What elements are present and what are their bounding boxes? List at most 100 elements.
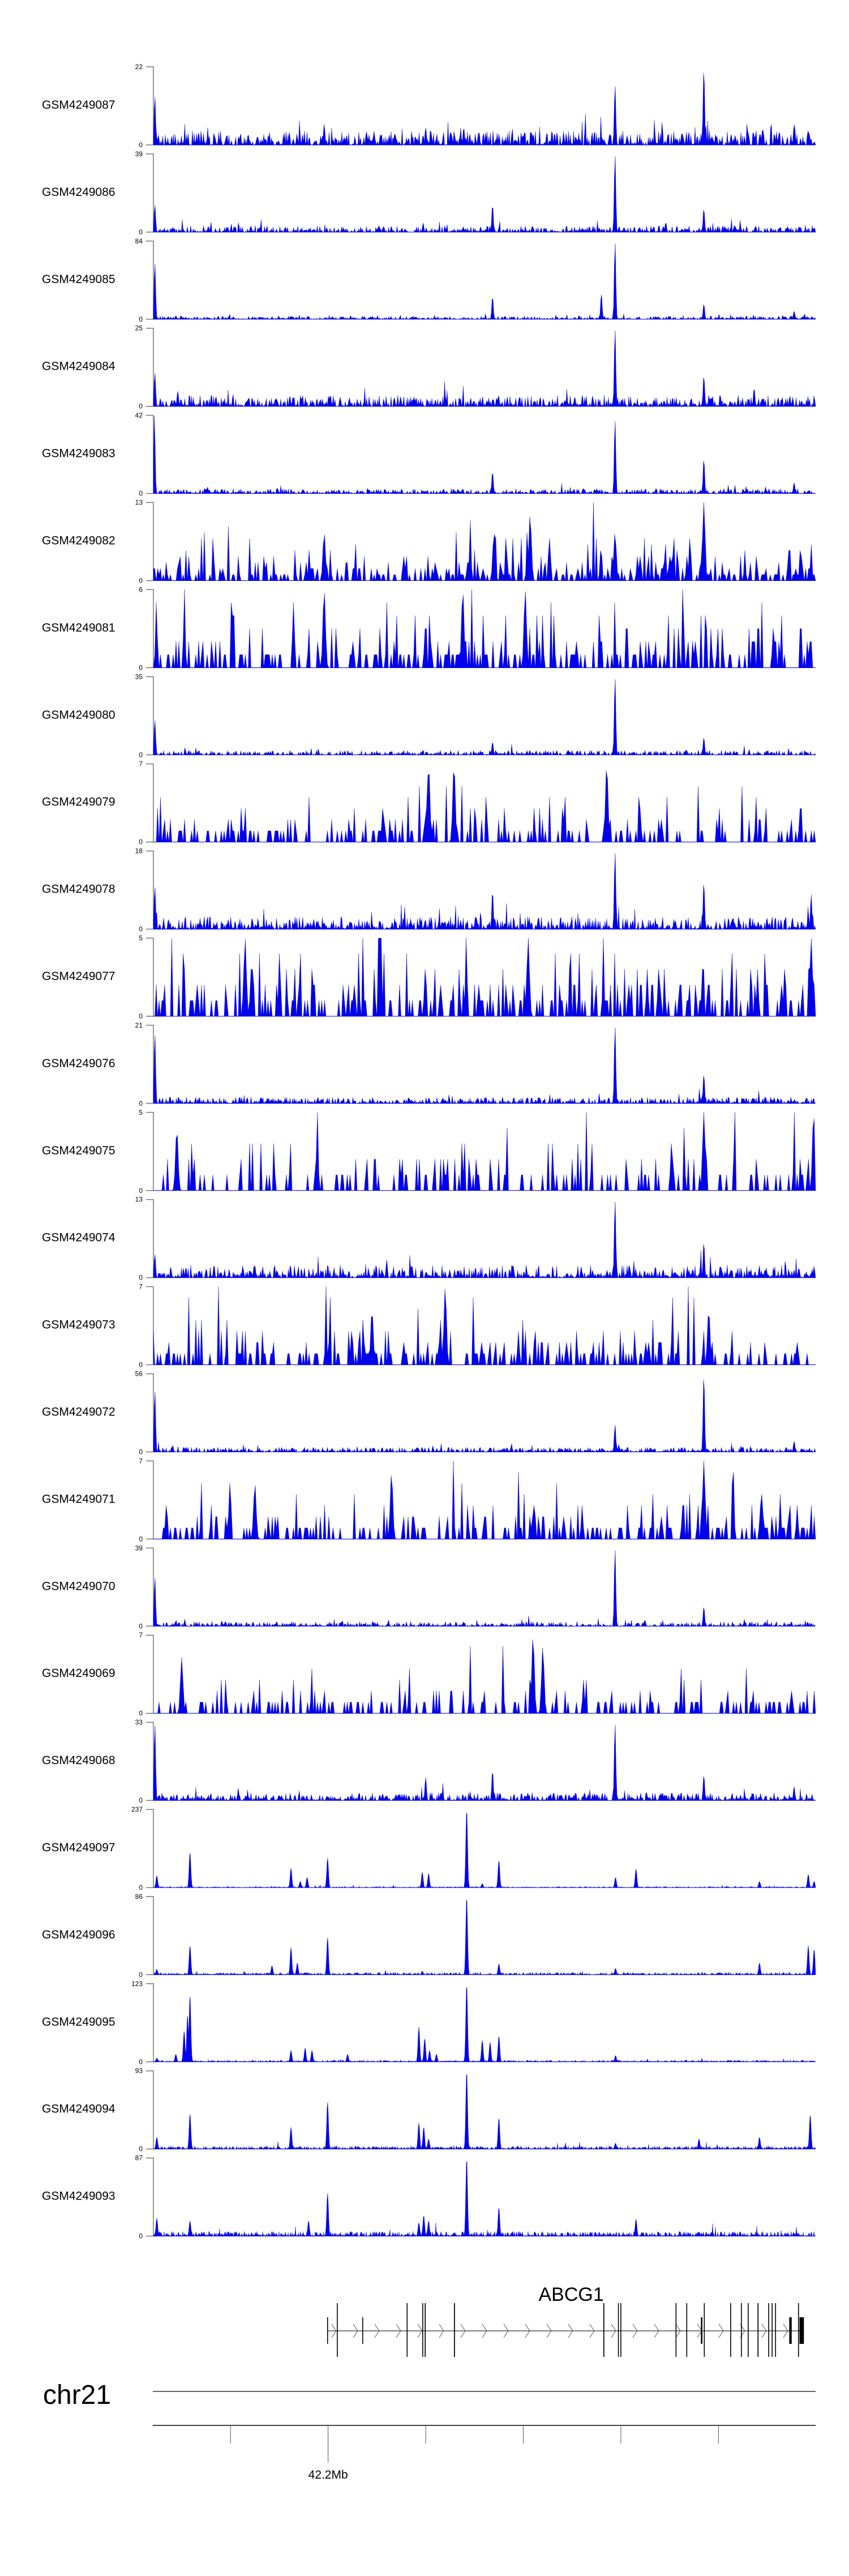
signal-track: GSM4249080 35 0: [42, 673, 816, 759]
y-max-tick-label: 25: [135, 324, 143, 332]
track-label: GSM4249073: [42, 1319, 115, 1332]
y-min-tick-label: 0: [139, 141, 143, 149]
exon: [741, 2303, 742, 2357]
y-max-tick-label: 86: [135, 1893, 143, 1901]
strand-arrow-icon: [589, 2323, 595, 2338]
signal-area: [153, 1812, 816, 1888]
signal-track: GSM4249069 7 0: [42, 1631, 816, 1717]
exon: [757, 2303, 759, 2357]
axis-tick-label: 42.2Mb: [308, 2468, 348, 2481]
exon: [337, 2303, 338, 2357]
track-label: GSM4249093: [42, 2190, 115, 2203]
signal-track: GSM4249076 21 0: [42, 1021, 816, 1107]
y-axis: [146, 850, 154, 930]
y-min-tick-label: 0: [139, 490, 143, 498]
y-max-tick-label: 33: [135, 1718, 143, 1726]
strand-arrow-icon: [482, 2323, 487, 2338]
y-min-tick-label: 0: [139, 228, 143, 236]
signal-area: [153, 1550, 816, 1627]
y-min-tick-label: 0: [139, 2058, 143, 2066]
signal-area: [153, 72, 816, 146]
exon: [620, 2303, 621, 2357]
exon: [424, 2303, 426, 2357]
signal-track: GSM4249079 7 0: [42, 760, 816, 846]
y-max-tick-label: 7: [139, 1457, 143, 1465]
exon: [730, 2303, 731, 2357]
strand-arrow-icon: [568, 2323, 573, 2338]
y-min-tick-label: 0: [139, 1709, 143, 1717]
signal-track: GSM4249073 7 0: [42, 1283, 816, 1369]
signal-area: [153, 243, 816, 320]
track-label: GSM4249077: [42, 970, 115, 983]
signal-track: GSM4249078 18 0: [42, 847, 816, 933]
y-min-tick-label: 0: [139, 1012, 143, 1020]
y-axis: [146, 414, 154, 494]
signal-track: GSM4249096 86 0: [42, 1893, 816, 1979]
signal-track: GSM4249095 123 0: [42, 1980, 816, 2066]
y-min-tick-label: 0: [139, 838, 143, 846]
y-axis: [146, 1112, 154, 1191]
y-axis: [146, 938, 154, 1017]
exon: [686, 2303, 688, 2357]
y-min-tick-label: 0: [139, 1274, 143, 1282]
signal-track: GSM4249086 39 0: [42, 150, 816, 236]
y-axis: [146, 1547, 154, 1627]
signal-area: [153, 1380, 816, 1453]
exon: [603, 2303, 604, 2357]
signal-track: GSM4249070 39 0: [42, 1544, 816, 1630]
signal-track: GSM4249074 13 0: [42, 1196, 816, 1282]
y-min-tick-label: 0: [139, 2145, 143, 2153]
strand-arrow-icon: [374, 2323, 380, 2338]
gene-label[interactable]: ABCG1: [538, 2284, 603, 2305]
strand-arrow-icon: [525, 2323, 530, 2338]
signal-area: [153, 938, 816, 1017]
track-label: GSM4249086: [42, 186, 115, 199]
exon: [327, 2317, 328, 2344]
exon: [799, 2317, 804, 2344]
exon: [789, 2317, 792, 2344]
strand-arrow-icon: [503, 2323, 509, 2338]
y-max-tick-label: 7: [139, 760, 143, 768]
track-label: GSM4249095: [42, 2016, 115, 2029]
track-label: GSM4249070: [42, 1580, 115, 1593]
y-axis: [146, 1722, 154, 1801]
track-label: GSM4249097: [42, 1841, 115, 1854]
y-min-tick-label: 0: [139, 664, 143, 671]
track-label: GSM4249072: [42, 1406, 115, 1419]
y-min-tick-label: 0: [139, 403, 143, 410]
gene-track: ABCG1: [327, 2284, 804, 2357]
strand-arrow-icon: [546, 2323, 552, 2338]
track-label: GSM4249081: [42, 621, 115, 634]
y-min-tick-label: 0: [139, 1448, 143, 1456]
y-axis: [146, 1373, 154, 1453]
track-label: GSM4249069: [42, 1667, 115, 1680]
exon: [768, 2303, 769, 2357]
track-label: GSM4249068: [42, 1754, 115, 1767]
y-max-tick-label: 21: [135, 1021, 143, 1029]
exon: [454, 2303, 455, 2357]
signal-area: [153, 1899, 816, 1975]
signal-area: [153, 1286, 816, 1365]
y-max-tick-label: 22: [135, 63, 143, 71]
track-label: GSM4249071: [42, 1492, 115, 1505]
y-min-tick-label: 0: [139, 577, 143, 585]
strand-arrow-icon: [353, 2323, 358, 2338]
track-label: GSM4249074: [42, 1231, 115, 1244]
exon: [422, 2303, 423, 2357]
signal-track: GSM4249081 6 0: [42, 585, 816, 671]
y-max-tick-label: 93: [135, 2067, 143, 2075]
y-axis: [146, 2157, 154, 2237]
signal-area: [153, 331, 816, 407]
y-axis: [146, 1286, 154, 1366]
signal-area: [153, 1028, 816, 1104]
strand-arrow-icon: [632, 2323, 638, 2338]
y-axis: [146, 1634, 154, 1714]
signal-area: [153, 771, 816, 842]
signal-track: GSM4249083 42 0: [42, 412, 816, 498]
signal-track: GSM4249075 5 0: [42, 1109, 816, 1195]
signal-track: GSM4249072 56 0: [42, 1370, 816, 1456]
y-max-tick-label: 5: [139, 934, 143, 942]
y-axis: [146, 1983, 154, 2062]
y-min-tick-label: 0: [139, 1971, 143, 1979]
